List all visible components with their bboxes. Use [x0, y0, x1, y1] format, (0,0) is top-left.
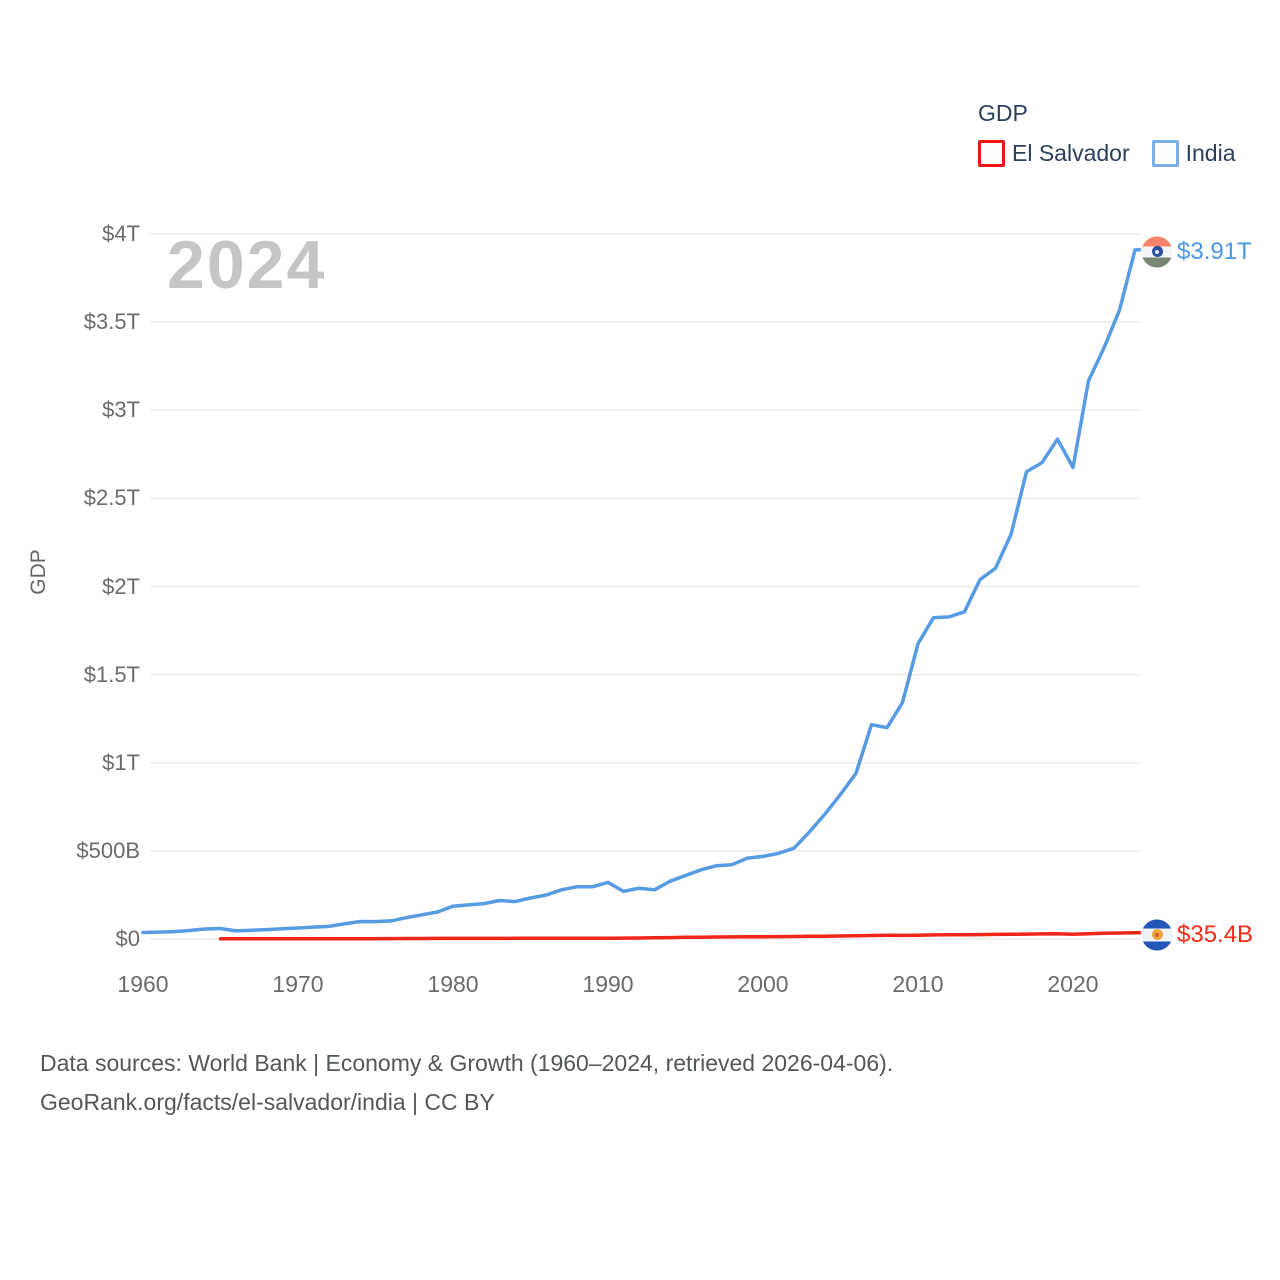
el-salvador-line [218, 931, 1146, 941]
y-tick-label: $4T [102, 221, 140, 246]
x-tick-label: 1960 [117, 971, 169, 997]
x-tick-label: 1990 [582, 971, 634, 997]
x-tick-label: 1970 [272, 971, 324, 997]
x-tick-label: 2010 [892, 971, 944, 997]
y-tick-label: $2T [102, 573, 140, 599]
footer-sources-line: Data sources: World Bank | Economy & Gro… [40, 1050, 894, 1076]
legend-swatch-icon [1151, 140, 1179, 167]
y-tick-label: $1.5T [83, 661, 140, 687]
legend-title: GDP [978, 100, 1028, 126]
legend-entry-el-salvador[interactable]: El Salvador [978, 140, 1130, 167]
y-tick-label: $2.5T [83, 485, 140, 511]
flag-emblem [1151, 929, 1163, 941]
y-tick-label: $500B [76, 837, 140, 863]
flag-stripe [1141, 941, 1173, 951]
legend-entry-label: India [1185, 140, 1236, 166]
flag-stripe [1141, 257, 1173, 268]
x-tick-label: 1980 [427, 971, 479, 997]
india-line [141, 248, 1146, 935]
y-tick-label: $0 [115, 926, 140, 951]
x-tick-label: 2020 [1047, 971, 1099, 997]
y-tick-label: $1T [102, 749, 140, 775]
x-tick-label: 2000 [737, 971, 789, 997]
footer: Data sources: World Bank | Economy & Gro… [40, 1044, 893, 1122]
flag-emblem [1151, 246, 1163, 258]
flag-stripe [1141, 236, 1173, 247]
legend-entry-label: El Salvador [1012, 140, 1130, 166]
flag-stripe [1141, 919, 1173, 929]
legend-row: El Salvador India [978, 140, 1236, 167]
y-tick-label: $3T [102, 397, 140, 423]
footer-attribution-line: GeoRank.org/facts/el-salvador/india | CC… [40, 1089, 495, 1115]
y-tick-label: $3.5T [83, 309, 140, 335]
india-flag-icon [1141, 236, 1173, 268]
flag-emblem-detail [1155, 932, 1159, 937]
el-salvador-flag-icon [1141, 919, 1173, 951]
flag-emblem-detail [1155, 249, 1159, 254]
legend-swatch-icon [978, 140, 1005, 167]
india-value-label: $3.91T [1177, 237, 1252, 265]
el-salvador-value-label: $35.4B [1177, 920, 1254, 948]
legend-entry-india[interactable]: India [1151, 140, 1236, 167]
legend: GDP El Salvador India [978, 100, 1236, 167]
year-watermark: 2024 [167, 227, 327, 303]
